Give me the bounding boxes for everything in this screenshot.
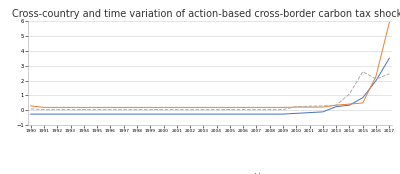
std	[307, 105, 312, 107]
std	[387, 73, 392, 75]
std	[95, 109, 100, 111]
average	[254, 113, 259, 115]
std	[214, 109, 219, 111]
average	[28, 113, 33, 115]
max	[254, 106, 259, 108]
max	[95, 106, 100, 108]
average	[42, 113, 46, 115]
max	[55, 106, 60, 108]
average	[387, 57, 392, 59]
Line: std: std	[31, 72, 389, 110]
average	[347, 104, 352, 106]
max	[214, 106, 219, 108]
average	[281, 113, 286, 115]
max	[174, 106, 179, 108]
std	[267, 109, 272, 111]
max	[374, 75, 378, 77]
average	[121, 113, 126, 115]
std	[241, 109, 246, 111]
average	[307, 112, 312, 114]
max	[121, 106, 126, 108]
std	[28, 108, 33, 110]
std	[174, 109, 179, 111]
max	[267, 106, 272, 108]
average	[267, 113, 272, 115]
std	[81, 109, 86, 111]
average	[81, 113, 86, 115]
std	[134, 109, 139, 111]
max	[28, 105, 33, 107]
Line: max: max	[31, 22, 389, 107]
max	[334, 104, 339, 106]
average	[95, 113, 100, 115]
std	[55, 109, 60, 111]
average	[188, 113, 192, 115]
std	[121, 109, 126, 111]
std	[108, 109, 113, 111]
std	[334, 104, 339, 106]
max	[188, 106, 192, 108]
max	[294, 106, 299, 108]
average	[55, 113, 60, 115]
Line: average: average	[31, 58, 389, 114]
max	[347, 103, 352, 105]
std	[294, 106, 299, 108]
average	[320, 111, 325, 113]
max	[307, 106, 312, 108]
std	[68, 109, 73, 111]
std	[320, 105, 325, 107]
average	[228, 113, 232, 115]
max	[387, 21, 392, 23]
max	[148, 106, 153, 108]
std	[374, 78, 378, 80]
average	[214, 113, 219, 115]
max	[228, 106, 232, 108]
max	[108, 106, 113, 108]
max	[68, 106, 73, 108]
average	[334, 106, 339, 108]
max	[320, 106, 325, 108]
max	[241, 106, 246, 108]
Legend: average, max, std: average, max, std	[157, 171, 263, 174]
average	[201, 113, 206, 115]
average	[360, 97, 365, 99]
average	[134, 113, 139, 115]
std	[254, 109, 259, 111]
average	[108, 113, 113, 115]
average	[241, 113, 246, 115]
std	[228, 109, 232, 111]
average	[174, 113, 179, 115]
std	[161, 109, 166, 111]
average	[294, 112, 299, 114]
max	[161, 106, 166, 108]
std	[201, 109, 206, 111]
std	[188, 109, 192, 111]
std	[42, 109, 46, 111]
max	[81, 106, 86, 108]
max	[134, 106, 139, 108]
std	[281, 109, 286, 111]
average	[161, 113, 166, 115]
Title: Cross-country and time variation of action-based cross-border carbon tax shocks: Cross-country and time variation of acti…	[12, 9, 400, 19]
max	[281, 106, 286, 108]
std	[347, 93, 352, 95]
average	[374, 80, 378, 82]
max	[42, 106, 46, 108]
average	[148, 113, 153, 115]
std	[148, 109, 153, 111]
std	[360, 70, 365, 73]
max	[201, 106, 206, 108]
average	[68, 113, 73, 115]
max	[360, 102, 365, 104]
